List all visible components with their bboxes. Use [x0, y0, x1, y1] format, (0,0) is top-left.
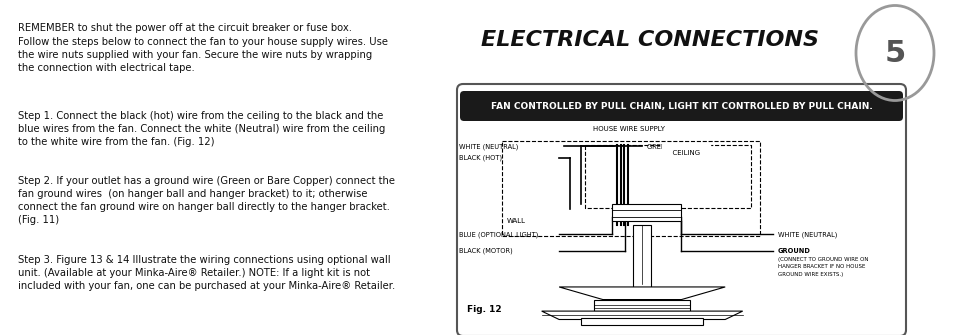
- Text: CEILING: CEILING: [667, 149, 703, 155]
- Text: BLUE (OPTIONAL LIGHT): BLUE (OPTIONAL LIGHT): [458, 231, 537, 238]
- Text: WALL: WALL: [506, 218, 525, 224]
- Text: GROUND WIRE EXISTS.): GROUND WIRE EXISTS.): [777, 272, 842, 277]
- Text: WHITE (NEUTRAL): WHITE (NEUTRAL): [777, 231, 836, 238]
- Bar: [611, 204, 680, 221]
- Text: FAN CONTROLLED BY PULL CHAIN, LIGHT KIT CONTROLLED BY PULL CHAIN.: FAN CONTROLLED BY PULL CHAIN, LIGHT KIT …: [490, 102, 871, 111]
- Polygon shape: [558, 287, 724, 299]
- Text: WHITE (NEUTRAL): WHITE (NEUTRAL): [458, 143, 517, 149]
- Bar: [580, 319, 702, 325]
- FancyBboxPatch shape: [456, 84, 905, 335]
- Text: Step 1. Connect the black (hot) wire from the ceiling to the black and the
blue : Step 1. Connect the black (hot) wire fro…: [18, 111, 385, 147]
- Text: 5: 5: [883, 39, 904, 67]
- Text: BLACK (MOTOR): BLACK (MOTOR): [458, 248, 512, 255]
- Text: Step 2. If your outlet has a ground wire (Green or Bare Copper) connect the
fan : Step 2. If your outlet has a ground wire…: [18, 176, 395, 225]
- Text: Fig. 12: Fig. 12: [467, 305, 501, 314]
- Text: ELECTRICAL CONNECTIONS: ELECTRICAL CONNECTIONS: [480, 30, 818, 50]
- Text: HANGER BRACKET IF NO HOUSE: HANGER BRACKET IF NO HOUSE: [777, 265, 864, 269]
- Text: BLACK (HOT): BLACK (HOT): [458, 154, 501, 161]
- Bar: [633, 225, 650, 288]
- Text: HOUSE WIRE SUPPLY: HOUSE WIRE SUPPLY: [593, 126, 664, 132]
- Bar: [594, 299, 690, 311]
- Text: GROUND: GROUND: [777, 248, 810, 254]
- Text: REMEMBER to shut the power off at the circuit breaker or fuse box.
Follow the st: REMEMBER to shut the power off at the ci…: [18, 23, 388, 73]
- Text: (CONNECT TO GROUND WIRE ON: (CONNECT TO GROUND WIRE ON: [777, 257, 867, 262]
- Polygon shape: [541, 311, 741, 320]
- FancyBboxPatch shape: [459, 91, 902, 121]
- Text: GREEN (GROUND): GREEN (GROUND): [646, 143, 706, 149]
- Text: Step 3. Figure 13 & 14 Illustrate the wiring connections using optional wall
uni: Step 3. Figure 13 & 14 Illustrate the wi…: [18, 255, 395, 291]
